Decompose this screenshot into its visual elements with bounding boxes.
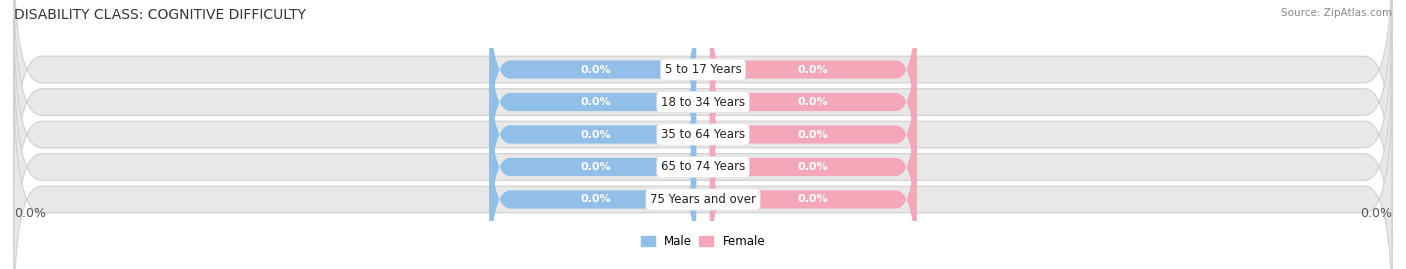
- Text: 0.0%: 0.0%: [581, 129, 612, 140]
- FancyBboxPatch shape: [489, 111, 696, 269]
- FancyBboxPatch shape: [710, 0, 917, 158]
- Text: 0.0%: 0.0%: [799, 162, 828, 172]
- FancyBboxPatch shape: [14, 50, 1392, 269]
- Text: DISABILITY CLASS: COGNITIVE DIFFICULTY: DISABILITY CLASS: COGNITIVE DIFFICULTY: [14, 8, 307, 22]
- Text: 75 Years and over: 75 Years and over: [650, 193, 756, 206]
- FancyBboxPatch shape: [489, 79, 696, 255]
- Text: 0.0%: 0.0%: [799, 65, 828, 75]
- FancyBboxPatch shape: [14, 18, 1392, 251]
- FancyBboxPatch shape: [710, 111, 917, 269]
- Text: 5 to 17 Years: 5 to 17 Years: [665, 63, 741, 76]
- Text: 0.0%: 0.0%: [14, 207, 46, 220]
- FancyBboxPatch shape: [14, 0, 1392, 186]
- Text: 35 to 64 Years: 35 to 64 Years: [661, 128, 745, 141]
- FancyBboxPatch shape: [14, 0, 1392, 219]
- Text: 0.0%: 0.0%: [799, 97, 828, 107]
- FancyBboxPatch shape: [489, 46, 696, 223]
- FancyBboxPatch shape: [710, 14, 917, 190]
- FancyBboxPatch shape: [14, 83, 1392, 269]
- Text: 0.0%: 0.0%: [581, 97, 612, 107]
- Text: 0.0%: 0.0%: [799, 129, 828, 140]
- Text: 0.0%: 0.0%: [581, 162, 612, 172]
- Text: 0.0%: 0.0%: [1360, 207, 1392, 220]
- FancyBboxPatch shape: [710, 46, 917, 223]
- Text: 18 to 34 Years: 18 to 34 Years: [661, 95, 745, 108]
- Text: 0.0%: 0.0%: [581, 65, 612, 75]
- Text: 0.0%: 0.0%: [581, 194, 612, 204]
- FancyBboxPatch shape: [489, 0, 696, 158]
- Legend: Male, Female: Male, Female: [636, 230, 770, 253]
- Text: 65 to 74 Years: 65 to 74 Years: [661, 161, 745, 174]
- Text: Source: ZipAtlas.com: Source: ZipAtlas.com: [1281, 8, 1392, 18]
- FancyBboxPatch shape: [489, 14, 696, 190]
- FancyBboxPatch shape: [710, 79, 917, 255]
- Text: 0.0%: 0.0%: [799, 194, 828, 204]
